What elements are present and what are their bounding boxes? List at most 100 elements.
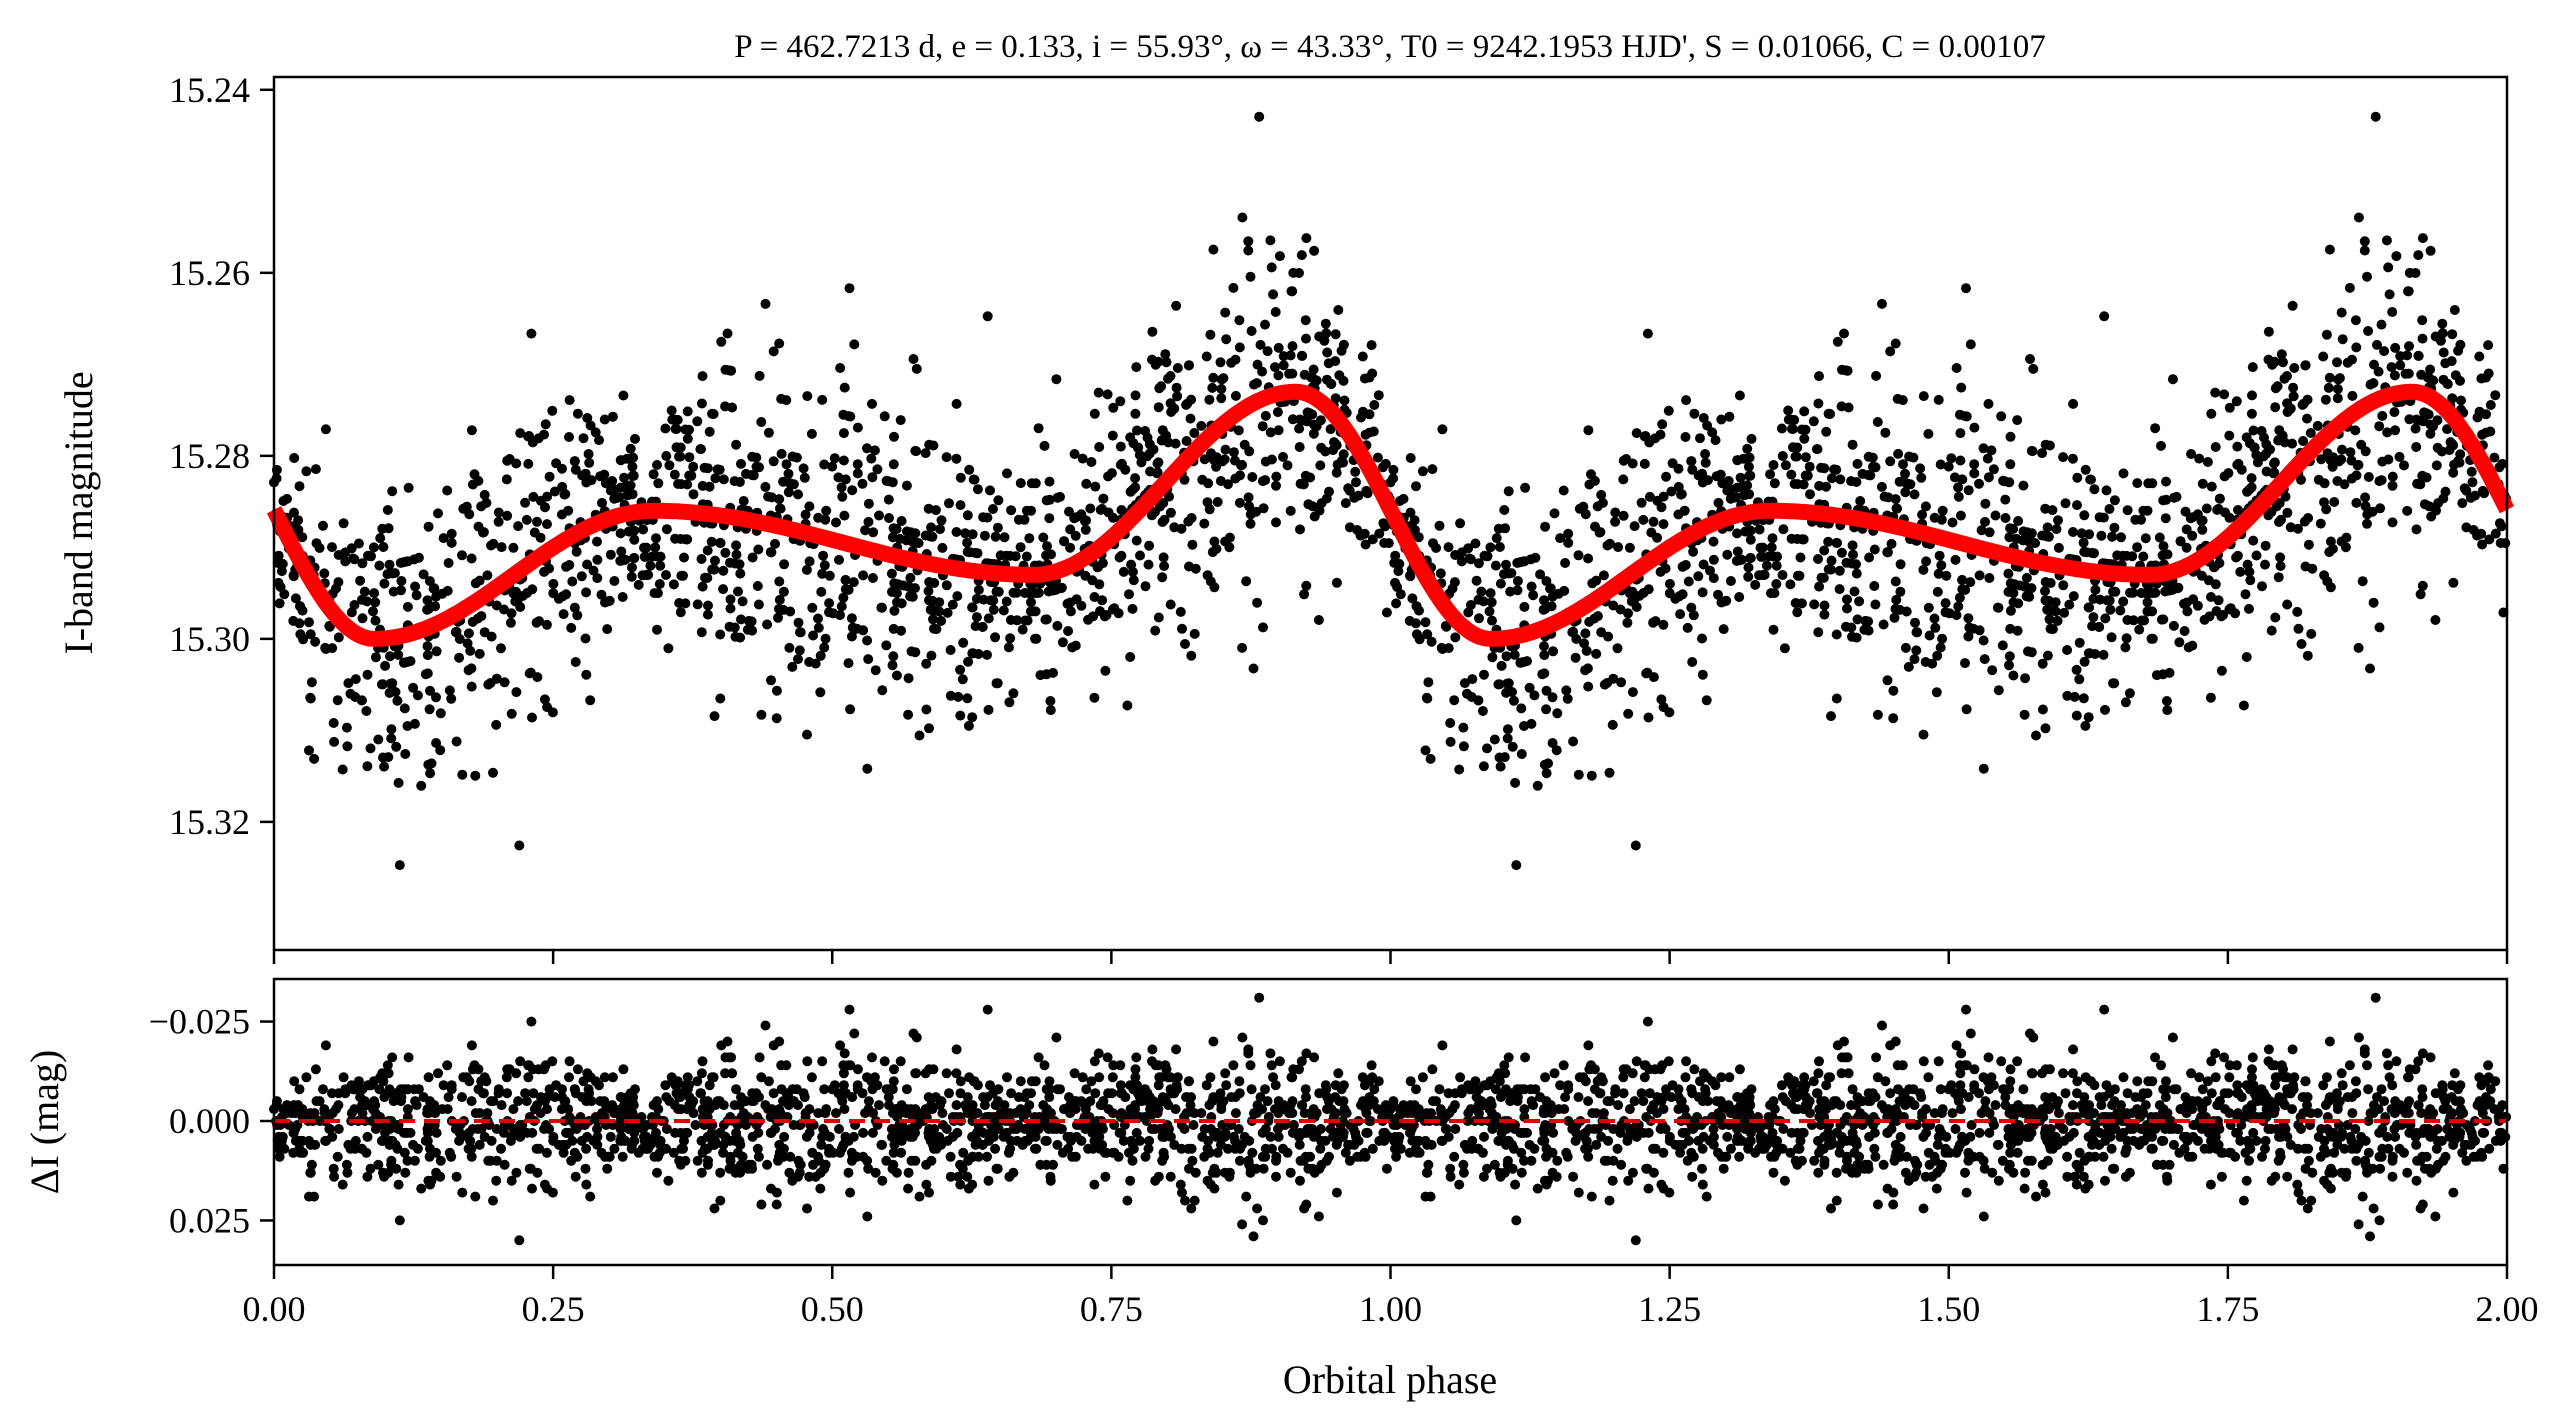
data-point	[2112, 550, 2123, 561]
data-point	[1042, 541, 1052, 552]
data-point	[815, 687, 826, 698]
data-point	[1216, 384, 1227, 394]
residual-point	[438, 1080, 449, 1091]
residual-point	[731, 1127, 742, 1138]
data-point	[1707, 427, 1718, 438]
residual-point	[1960, 1167, 1970, 1178]
data-point	[2140, 533, 2151, 544]
data-point	[881, 640, 892, 651]
data-point	[2122, 615, 2133, 625]
residual-point	[652, 1167, 662, 1178]
data-point	[2479, 488, 2490, 499]
data-point	[1255, 339, 1266, 350]
data-point	[1950, 554, 1961, 565]
data-point	[1005, 550, 1016, 561]
data-point	[520, 497, 531, 508]
data-point	[2080, 720, 2091, 731]
data-point	[2412, 478, 2423, 489]
data-point	[1322, 347, 1333, 358]
residual-point	[581, 1179, 592, 1190]
residual-point	[1516, 1147, 1527, 1158]
residual-point	[592, 1124, 602, 1134]
residual-point	[874, 1100, 884, 1111]
residual-point	[1268, 1072, 1279, 1083]
data-point	[1156, 381, 1167, 392]
data-point	[934, 597, 945, 608]
data-point	[2116, 532, 2126, 543]
data-point	[1664, 707, 1675, 718]
data-point	[499, 677, 510, 688]
residual-point	[1157, 1131, 1168, 1142]
data-point	[962, 693, 973, 704]
data-point	[1610, 507, 1621, 518]
data-point	[748, 470, 759, 481]
data-point	[888, 623, 899, 634]
residual-point	[2363, 1116, 2374, 1126]
data-point	[967, 602, 978, 613]
data-point	[403, 556, 413, 567]
data-point	[357, 613, 368, 624]
residual-point	[2303, 1143, 2314, 1154]
data-point	[1689, 408, 1700, 419]
residual-point	[774, 1139, 785, 1150]
residual-point	[2448, 1187, 2459, 1198]
data-point	[1688, 610, 1699, 621]
data-point	[1077, 453, 1088, 464]
data-point	[2180, 506, 2191, 517]
residual-point	[301, 1072, 312, 1083]
data-point	[668, 579, 679, 590]
data-point	[1898, 459, 1908, 470]
data-point	[1228, 282, 1239, 293]
data-point	[1392, 582, 1403, 592]
data-point	[1208, 372, 1219, 383]
residual-point	[2053, 1108, 2064, 1119]
residual-point	[1541, 1143, 1552, 1154]
data-point	[846, 613, 857, 624]
residual-point	[329, 1171, 340, 1182]
data-point	[2201, 503, 2212, 514]
data-point	[787, 451, 798, 462]
data-point	[1935, 642, 1946, 653]
data-point	[502, 455, 513, 466]
residual-point	[2020, 1167, 2031, 1178]
data-point	[988, 504, 998, 514]
data-point	[2008, 670, 2019, 681]
residual-point	[1627, 1167, 1638, 1178]
residual-point	[1100, 1171, 1111, 1182]
data-point	[1295, 478, 1306, 489]
data-point	[1890, 576, 1901, 587]
data-point	[935, 524, 945, 535]
residual-point	[1131, 1127, 1142, 1138]
data-point	[1852, 458, 1863, 469]
data-point	[1425, 753, 1436, 764]
residual-point	[1532, 1183, 1543, 1194]
data-point	[2025, 354, 2035, 364]
data-point	[1713, 497, 1724, 508]
data-point	[465, 645, 476, 656]
data-point	[548, 578, 559, 589]
data-point	[2337, 444, 2347, 455]
data-point	[2379, 346, 2390, 357]
residual-point	[2363, 1147, 2374, 1158]
residual-point	[1612, 1143, 1623, 1154]
residual-point	[341, 1159, 352, 1170]
data-point	[1732, 546, 1743, 557]
residual-point	[2261, 1104, 2272, 1115]
data-point	[1951, 363, 1962, 373]
data-point	[2362, 509, 2373, 520]
data-point	[1900, 487, 1911, 498]
data-point	[597, 497, 607, 508]
data-point	[2147, 633, 2158, 644]
residual-point	[2247, 1064, 2257, 1075]
data-point	[1539, 641, 1549, 652]
data-point	[2024, 591, 2035, 602]
residual-point	[1613, 1100, 1624, 1111]
data-point	[629, 553, 640, 563]
data-point	[1502, 733, 1513, 744]
data-point	[274, 598, 285, 609]
top-panel-data	[266, 111, 2515, 871]
data-point	[1541, 768, 1552, 779]
residual-point	[1987, 1167, 1998, 1178]
data-point	[1799, 433, 1810, 444]
data-point	[1892, 393, 1903, 404]
